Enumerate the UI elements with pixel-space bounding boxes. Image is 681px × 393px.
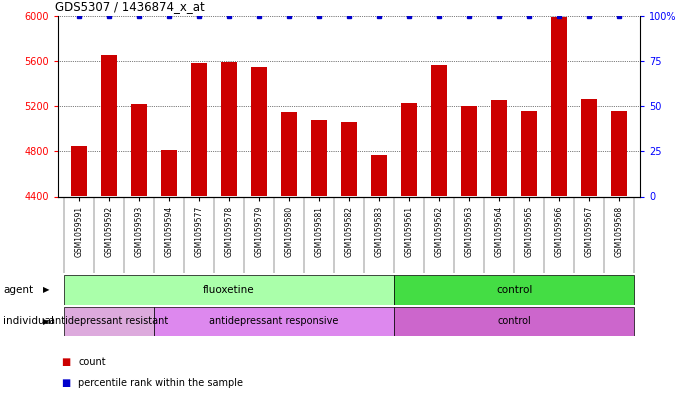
Text: antidepressant responsive: antidepressant responsive [209, 316, 338, 326]
Bar [370, 155, 387, 196]
Text: ■: ■ [61, 356, 71, 367]
Bar [340, 122, 358, 196]
Text: control: control [496, 285, 533, 295]
Bar [131, 104, 147, 196]
Bar [281, 112, 297, 196]
Text: ▶: ▶ [43, 285, 50, 294]
Bar [581, 99, 597, 196]
Text: percentile rank within the sample: percentile rank within the sample [78, 378, 243, 388]
Text: antidepressant resistant: antidepressant resistant [49, 316, 168, 326]
Bar [394, 275, 634, 305]
Bar [221, 62, 237, 196]
Text: control: control [497, 316, 531, 326]
Text: GDS5307 / 1436874_x_at: GDS5307 / 1436874_x_at [55, 0, 205, 13]
Bar [521, 110, 537, 196]
Text: ■: ■ [61, 378, 71, 388]
Text: fluoxetine: fluoxetine [203, 285, 255, 295]
Bar [161, 150, 177, 196]
Text: ▶: ▶ [43, 317, 50, 325]
Text: agent: agent [3, 285, 33, 295]
Bar [311, 119, 328, 196]
Bar [401, 103, 417, 196]
Bar [71, 146, 87, 196]
Text: individual: individual [3, 316, 54, 326]
Bar [101, 55, 117, 196]
Bar [251, 66, 267, 196]
Bar [431, 65, 447, 196]
Bar [64, 275, 394, 305]
Bar [461, 106, 477, 196]
Bar [64, 307, 154, 336]
Bar [191, 63, 207, 196]
Bar [611, 110, 627, 196]
Bar [394, 307, 634, 336]
Bar [154, 307, 394, 336]
Bar [551, 17, 567, 196]
Bar [491, 101, 507, 196]
Text: count: count [78, 356, 106, 367]
